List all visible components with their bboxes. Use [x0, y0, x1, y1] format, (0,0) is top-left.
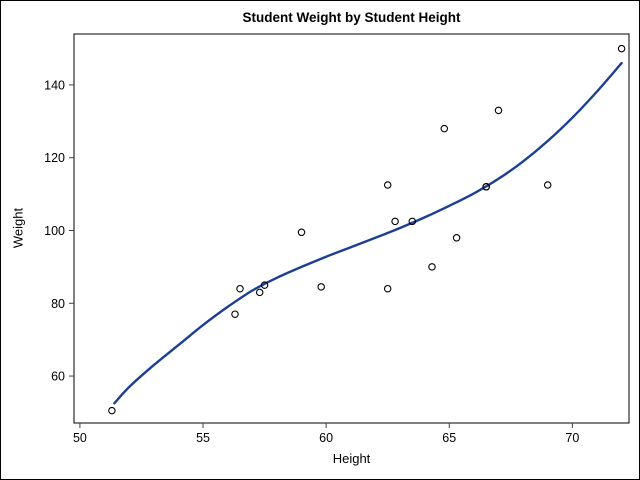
x-tick-label: 70 — [565, 431, 579, 445]
fit-curve — [113, 61, 623, 405]
plot-frame — [73, 33, 630, 424]
y-axis-label: Weight — [10, 207, 26, 249]
data-point — [543, 181, 552, 189]
data-point — [452, 234, 461, 242]
data-point — [428, 263, 436, 271]
y-tick-label: 140 — [44, 78, 65, 92]
data-point — [391, 217, 399, 226]
x-axis-label: Height — [332, 451, 371, 466]
data-point — [231, 310, 239, 318]
y-tick-label: 60 — [51, 370, 65, 384]
data-point — [383, 181, 392, 189]
y-tick-label: 80 — [51, 297, 65, 311]
data-point — [383, 284, 392, 293]
x-tick-label: 50 — [73, 431, 87, 445]
y-tick-label: 120 — [44, 151, 65, 165]
data-point — [482, 183, 490, 191]
chart-title: Student Weight by Student Height — [242, 10, 461, 25]
data-point — [440, 124, 449, 133]
data-point — [260, 281, 269, 289]
data-point — [494, 106, 503, 115]
data-point — [255, 288, 264, 297]
data-point — [108, 406, 116, 415]
x-tick-label: 60 — [319, 431, 333, 445]
data-point — [297, 228, 306, 237]
data-point — [236, 284, 244, 293]
x-tick-label: 65 — [442, 431, 456, 445]
data-point — [317, 283, 325, 291]
data-point — [408, 217, 417, 226]
y-tick-label: 100 — [44, 224, 65, 238]
x-tick-label: 55 — [196, 431, 210, 445]
data-point — [617, 44, 626, 53]
